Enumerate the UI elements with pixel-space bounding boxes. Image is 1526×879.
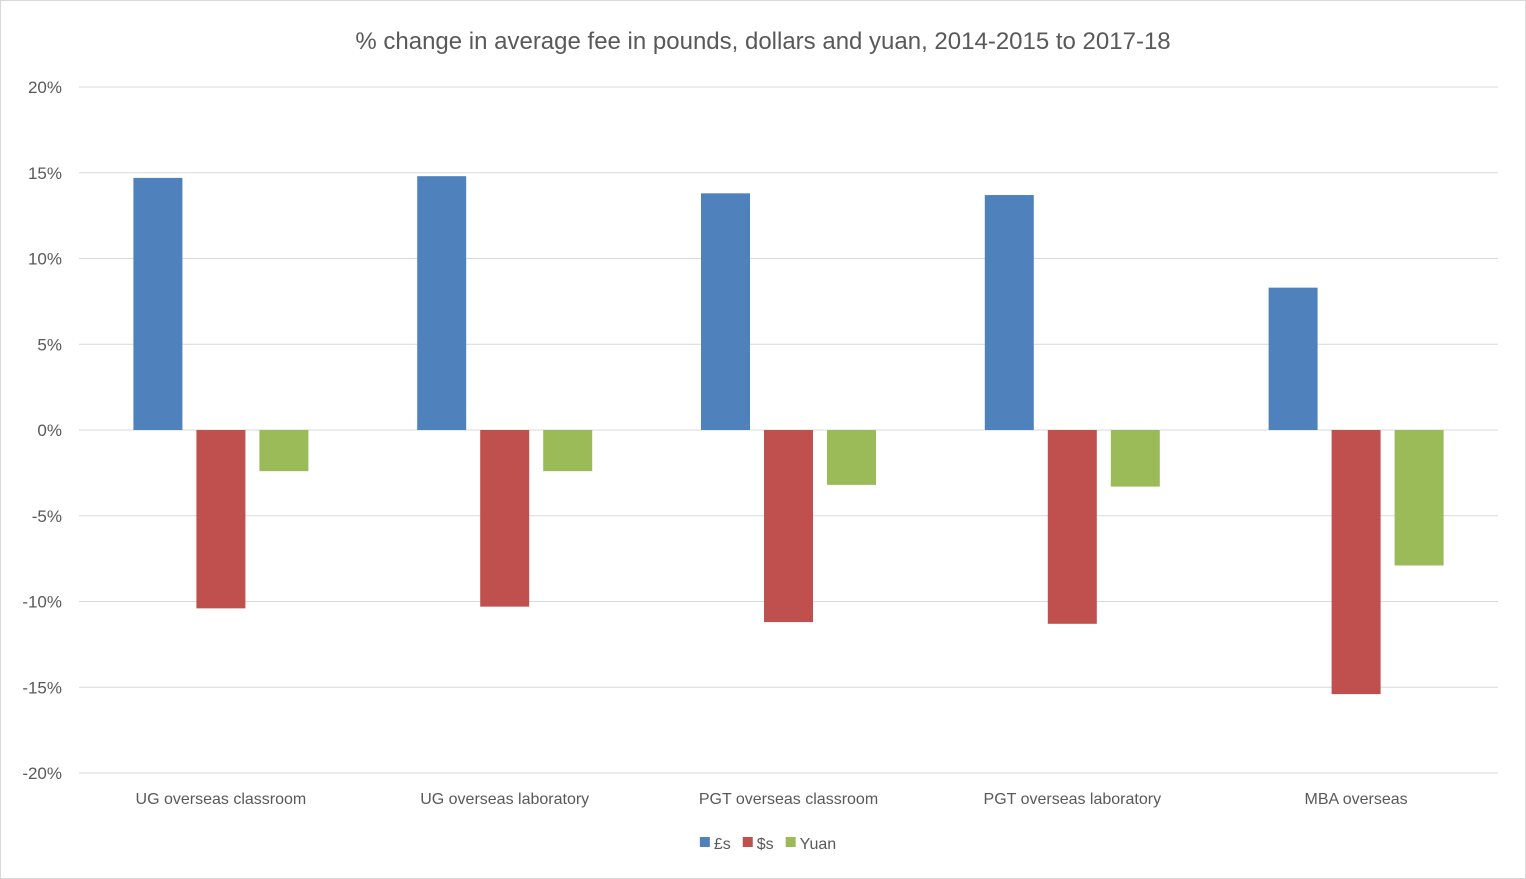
y-tick-label: 0% xyxy=(37,421,62,440)
legend-swatch xyxy=(785,837,796,847)
y-tick-label: 20% xyxy=(28,78,62,97)
y-tick-label: -5% xyxy=(32,507,62,526)
y-tick-label: 15% xyxy=(28,164,62,183)
x-category-label: UG overseas laboratory xyxy=(420,791,589,808)
bars xyxy=(133,176,1444,695)
y-tick-label: 5% xyxy=(37,335,62,354)
bar-$s-0 xyxy=(196,430,246,609)
bar-£s-0 xyxy=(133,177,183,430)
y-axis-ticks: -20% -15% -10% -5% 0% 5% 10% 15% 20% xyxy=(22,78,62,783)
x-category-label: PGT overseas laboratory xyxy=(984,791,1162,808)
bar-£s-1 xyxy=(417,176,467,430)
y-tick-label: -20% xyxy=(22,764,62,783)
bar-$s-3 xyxy=(1047,430,1097,624)
y-tick-label: -15% xyxy=(22,678,62,697)
bar-Yuan-3 xyxy=(1110,430,1160,487)
bar-£s-3 xyxy=(984,195,1034,430)
x-axis-categories: UG overseas classroom UG overseas laborat… xyxy=(136,791,1408,808)
bar-$s-2 xyxy=(764,430,813,623)
x-category-label: UG overseas classroom xyxy=(136,791,307,808)
x-category-label: PGT overseas classroom xyxy=(699,791,878,808)
bar-$s-4 xyxy=(1331,430,1381,695)
legend-swatch xyxy=(742,837,753,847)
bar-Yuan-0 xyxy=(259,430,309,472)
bar-Yuan-1 xyxy=(543,430,593,472)
bar-$s-1 xyxy=(480,430,530,607)
legend: £s $s Yuan xyxy=(699,836,836,853)
legend-label: £s xyxy=(714,836,731,853)
y-tick-label: 10% xyxy=(28,250,62,269)
bar-£s-2 xyxy=(701,193,750,430)
bar-Yuan-4 xyxy=(1394,430,1444,566)
legend-label: Yuan xyxy=(800,836,836,853)
x-category-label: MBA overseas xyxy=(1305,791,1408,808)
y-tick-label: -10% xyxy=(22,593,62,612)
bar-£s-4 xyxy=(1268,287,1318,430)
bar-Yuan-2 xyxy=(827,430,876,485)
legend-label: $s xyxy=(757,836,774,853)
legend-swatch xyxy=(699,837,710,847)
chart-title: % change in average fee in pounds, dolla… xyxy=(355,28,1170,55)
